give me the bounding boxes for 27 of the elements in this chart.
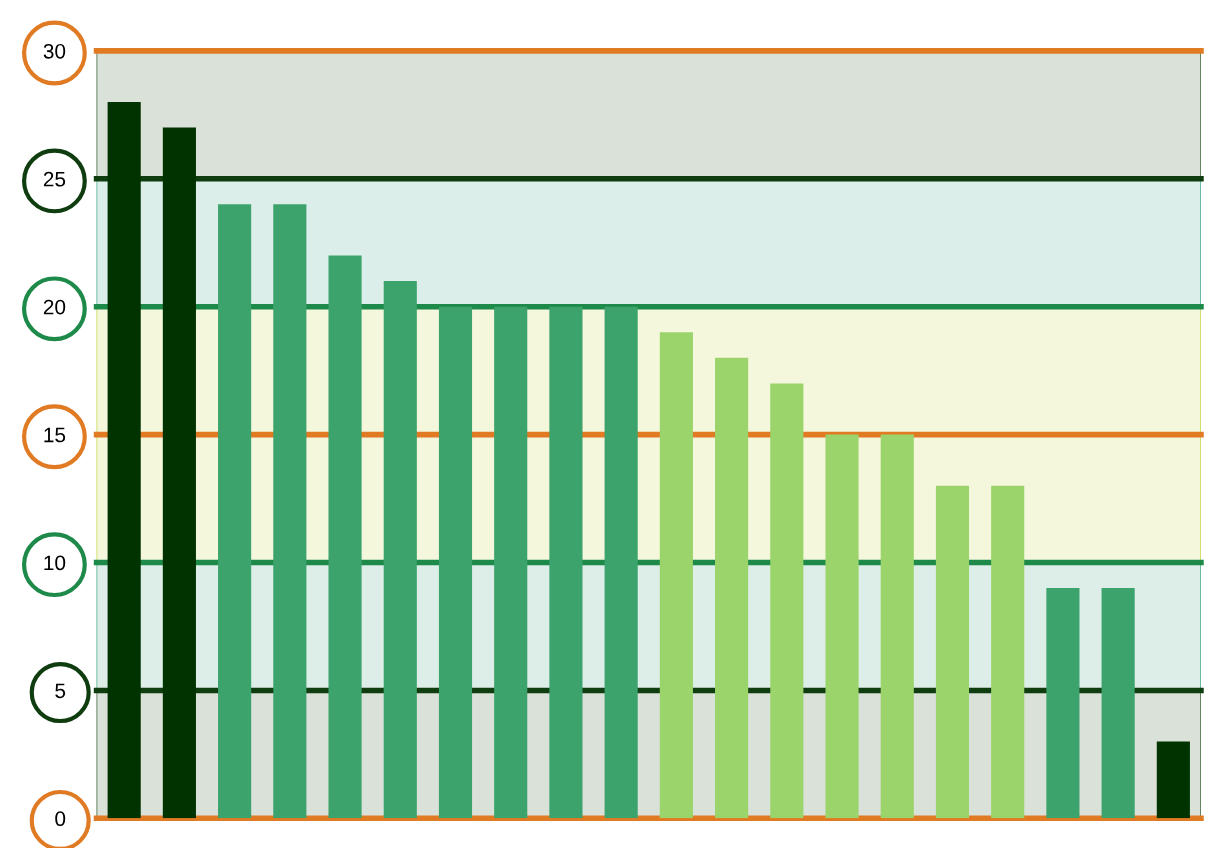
y-tick-label: 5 (55, 683, 66, 699)
bar (494, 306, 528, 819)
bar (328, 255, 362, 819)
bar (1156, 741, 1190, 819)
bar (438, 306, 473, 819)
bar (1101, 588, 1135, 819)
y-tick-label: 10 (44, 555, 66, 571)
bar (715, 357, 749, 819)
bar (218, 204, 252, 819)
bar (991, 485, 1025, 819)
bar (162, 127, 196, 819)
y-tick-label: 30 (43, 43, 66, 59)
bar (549, 306, 583, 819)
bar (604, 306, 638, 819)
y-tick-label: 15 (44, 427, 66, 443)
bar (383, 281, 417, 819)
bar (1046, 588, 1080, 819)
bar (770, 383, 804, 819)
y-tick-label: 20 (43, 299, 66, 315)
bar (825, 434, 859, 819)
bar (880, 434, 914, 819)
bar (273, 204, 307, 819)
bar (659, 332, 693, 819)
bar (935, 485, 970, 819)
bar (107, 102, 141, 819)
y-tick-label: 0 (55, 811, 66, 827)
y-tick-label: 25 (43, 171, 66, 187)
